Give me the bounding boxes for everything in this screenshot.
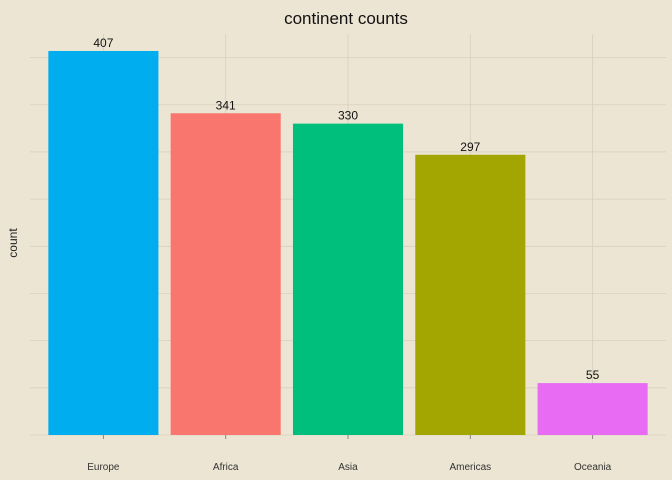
bar-oceania [537,383,648,435]
bars [48,50,648,436]
x-tick-label-africa: Africa [213,462,239,473]
x-tick-label-europe: Europe [87,462,120,473]
x-tick-label-asia: Asia [338,462,358,473]
x-tick-label-americas: Americas [449,462,491,473]
x-tick-label-oceania: Oceania [574,462,612,473]
bar-europe [48,50,159,436]
data-labels: 407 341 330 297 55 [93,36,599,382]
data-label-europe: 407 [93,36,113,50]
bar-africa [170,113,281,435]
data-label-asia: 330 [338,109,358,123]
data-label-africa: 341 [216,98,236,112]
x-axis-ticks: Europe Africa Asia Americas Oceania [87,435,612,473]
y-axis-label: count [6,228,20,258]
data-label-oceania: 55 [586,368,600,382]
data-label-americas: 297 [460,140,480,154]
bar-americas [415,154,526,435]
chart-title: continent counts [284,9,408,28]
bar-asia [292,123,404,436]
